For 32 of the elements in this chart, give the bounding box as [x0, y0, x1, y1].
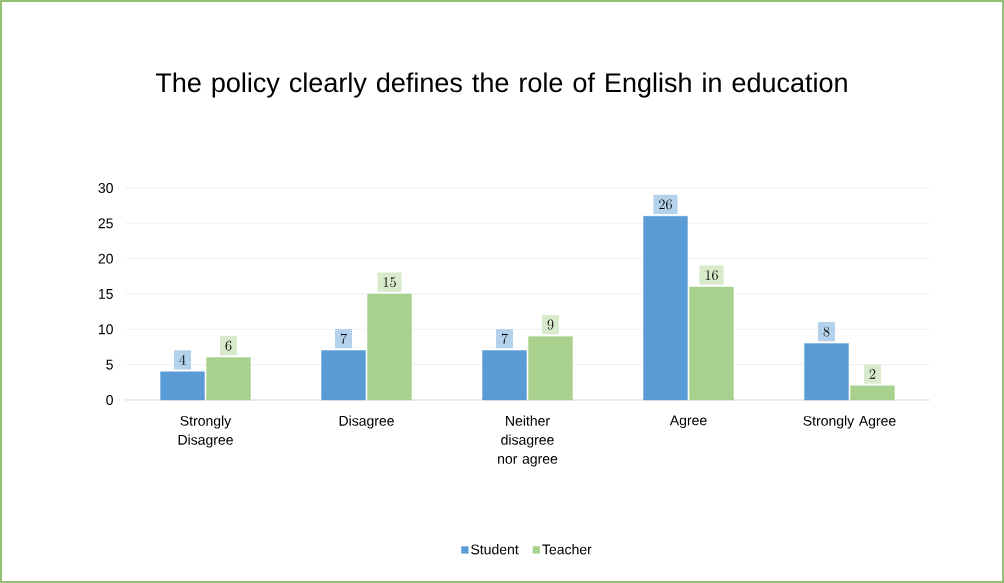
bar: [850, 385, 895, 401]
y-tick-label: 5: [106, 359, 113, 370]
data-label: 6: [225, 340, 232, 351]
data-label: 9: [547, 319, 554, 330]
data-label: 7: [340, 333, 347, 344]
bar: [804, 343, 849, 401]
legend-label: Student: [471, 544, 519, 555]
data-label: 7: [501, 333, 508, 344]
bar: [160, 371, 205, 401]
bar: [528, 336, 573, 401]
y-tick-label: 15: [98, 289, 113, 299]
data-label: 26: [659, 199, 672, 210]
x-tick-label: Disagree: [339, 415, 394, 429]
x-tick-label: Agree: [669, 415, 707, 429]
data-label: 2: [869, 369, 876, 379]
y-tick-label: 0: [106, 395, 113, 405]
y-tick-label: 10: [98, 324, 113, 335]
bar: [206, 357, 251, 401]
data-label: 16: [705, 270, 718, 281]
data-label: 4: [179, 354, 186, 365]
data-label: 15: [383, 277, 396, 288]
y-tick-label: 30: [98, 183, 113, 193]
x-tick-label: Strongly Disagree: [178, 415, 233, 448]
bar: [482, 350, 527, 401]
x-tick-label: Strongly Agree: [803, 415, 896, 429]
bar: [321, 350, 366, 401]
x-tick-label: Neither disagree nor agree: [498, 415, 558, 467]
y-tick-label: 25: [98, 218, 113, 229]
legend-label: Teacher: [542, 544, 592, 555]
chart-title: The policy clearly defines the role of English in education: [155, 72, 847, 98]
y-tick-label: 20: [98, 253, 113, 264]
data-label: 8: [823, 326, 830, 337]
